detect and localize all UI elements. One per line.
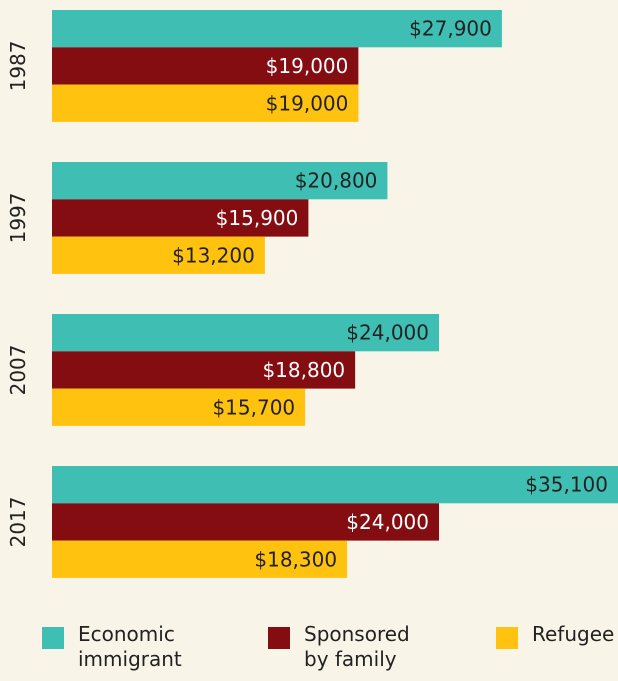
bar [52, 351, 356, 389]
legend-item: Refugee [496, 622, 618, 649]
category-label: 1987 [6, 40, 30, 91]
legend-label: Sponsored by family [304, 622, 410, 671]
value-label: $24,000 [346, 510, 429, 534]
value-label: $18,300 [254, 547, 337, 571]
value-label: $35,100 [525, 473, 608, 497]
value-label: $15,700 [212, 395, 295, 419]
legend: Economic immigrant Sponsored by family Ref… [0, 622, 618, 681]
value-label: $13,200 [172, 243, 255, 267]
bar [52, 47, 359, 85]
value-label: $18,800 [262, 358, 345, 382]
legend-swatch [268, 627, 290, 649]
legend-item: Sponsored by family [268, 622, 424, 672]
bar [52, 388, 306, 426]
value-label: $20,800 [295, 169, 378, 193]
legend-swatch [496, 627, 518, 649]
value-label: $24,000 [346, 321, 429, 345]
bar [52, 503, 440, 541]
value-label: $27,900 [409, 17, 492, 41]
value-label: $15,900 [216, 206, 299, 230]
category-label: 2017 [6, 496, 30, 547]
bar [52, 162, 388, 200]
legend-item: Economic immigrant [42, 622, 198, 672]
bar [52, 466, 618, 504]
category-label: 2007 [6, 344, 30, 395]
chart: 1987 $27,900 $19,000 $19,000 1997 $20,800 $15,… [6, 10, 618, 578]
legend-label: Refugee [532, 622, 615, 646]
bar [52, 540, 348, 578]
bar [52, 314, 440, 352]
value-label: $19,000 [266, 91, 349, 115]
bar [52, 236, 265, 274]
bar [52, 199, 309, 237]
legend-label: Economic immigrant [78, 622, 182, 671]
category-label: 1997 [6, 192, 30, 243]
bar [52, 84, 359, 122]
value-label: $19,000 [266, 54, 349, 78]
bar [52, 10, 502, 48]
legend-swatch [42, 627, 64, 649]
